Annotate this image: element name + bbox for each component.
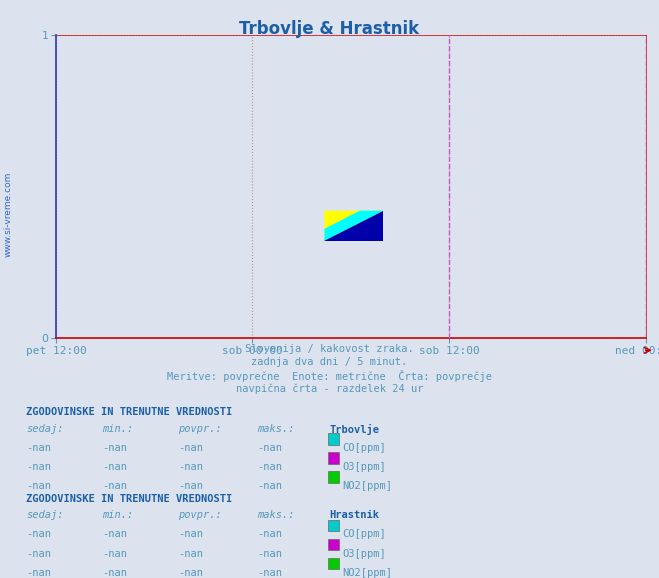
Text: Slovenija / kakovost zraka.: Slovenija / kakovost zraka. [245,344,414,354]
Text: min.:: min.: [102,510,133,520]
Text: -nan: -nan [26,529,51,539]
Text: -nan: -nan [26,443,51,453]
Text: -nan: -nan [102,481,127,491]
Text: maks.:: maks.: [257,510,295,520]
Text: zadnja dva dni / 5 minut.: zadnja dva dni / 5 minut. [251,357,408,367]
Text: -nan: -nan [102,462,127,472]
Text: -nan: -nan [178,462,203,472]
Text: -nan: -nan [102,549,127,558]
Text: sedaj:: sedaj: [26,424,64,434]
Polygon shape [324,211,384,241]
Text: -nan: -nan [178,568,203,577]
Text: -nan: -nan [257,481,282,491]
Polygon shape [324,211,384,241]
Text: -nan: -nan [257,462,282,472]
Text: -nan: -nan [26,462,51,472]
Text: O3[ppm]: O3[ppm] [343,549,386,558]
Text: sedaj:: sedaj: [26,510,64,520]
Text: Meritve: povprečne  Enote: metrične  Črta: povprečje: Meritve: povprečne Enote: metrične Črta:… [167,370,492,383]
Text: -nan: -nan [257,529,282,539]
Text: -nan: -nan [257,443,282,453]
Text: -nan: -nan [257,549,282,558]
Text: min.:: min.: [102,424,133,434]
Text: -nan: -nan [257,568,282,577]
Text: povpr.:: povpr.: [178,424,221,434]
Text: www.si-vreme.com: www.si-vreme.com [4,171,13,257]
Text: maks.:: maks.: [257,424,295,434]
Polygon shape [324,211,384,241]
Text: ZGODOVINSKE IN TRENUTNE VREDNOSTI: ZGODOVINSKE IN TRENUTNE VREDNOSTI [26,407,233,417]
Text: -nan: -nan [26,549,51,558]
Text: navpična črta - razdelek 24 ur: navpična črta - razdelek 24 ur [236,384,423,394]
Text: -nan: -nan [26,568,51,577]
Text: -nan: -nan [102,443,127,453]
Text: -nan: -nan [178,549,203,558]
Text: ZGODOVINSKE IN TRENUTNE VREDNOSTI: ZGODOVINSKE IN TRENUTNE VREDNOSTI [26,494,233,504]
Text: -nan: -nan [178,529,203,539]
Text: -nan: -nan [102,568,127,577]
Text: O3[ppm]: O3[ppm] [343,462,386,472]
Text: -nan: -nan [102,529,127,539]
Text: NO2[ppm]: NO2[ppm] [343,568,393,577]
Text: -nan: -nan [26,481,51,491]
Text: NO2[ppm]: NO2[ppm] [343,481,393,491]
Text: povpr.:: povpr.: [178,510,221,520]
Text: CO[ppm]: CO[ppm] [343,529,386,539]
Text: Trbovlje: Trbovlje [330,424,380,435]
Text: CO[ppm]: CO[ppm] [343,443,386,453]
Text: Hrastnik: Hrastnik [330,510,380,520]
Text: -nan: -nan [178,443,203,453]
Text: Trbovlje & Hrastnik: Trbovlje & Hrastnik [239,20,420,38]
Text: -nan: -nan [178,481,203,491]
